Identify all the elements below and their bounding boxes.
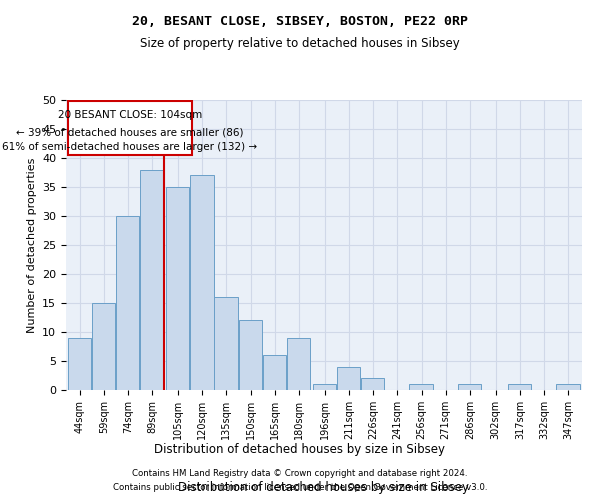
Bar (239, 320, 262, 390)
Bar (556, 384, 580, 390)
Bar (92, 303, 115, 390)
Text: Distribution of detached houses by size in Sibsey: Distribution of detached houses by size … (155, 442, 445, 456)
Bar (409, 384, 433, 390)
Bar (287, 338, 310, 390)
Text: Contains public sector information licensed under the Open Government Licence v3: Contains public sector information licen… (113, 484, 487, 492)
Bar (166, 187, 190, 390)
Bar (313, 384, 336, 390)
Bar (361, 378, 385, 390)
Text: ← 39% of detached houses are smaller (86): ← 39% of detached houses are smaller (86… (16, 128, 244, 138)
Text: Contains HM Land Registry data © Crown copyright and database right 2024.: Contains HM Land Registry data © Crown c… (132, 468, 468, 477)
Text: 20 BESANT CLOSE: 104sqm: 20 BESANT CLOSE: 104sqm (58, 110, 202, 120)
Y-axis label: Number of detached properties: Number of detached properties (26, 158, 37, 332)
Bar (508, 384, 531, 390)
Bar (116, 216, 139, 390)
FancyBboxPatch shape (68, 101, 192, 155)
Text: 61% of semi-detached houses are larger (132) →: 61% of semi-detached houses are larger (… (2, 142, 257, 152)
Bar (458, 384, 481, 390)
Bar (140, 170, 164, 390)
X-axis label: Distribution of detached houses by size in Sibsey: Distribution of detached houses by size … (179, 481, 470, 494)
Bar (214, 297, 238, 390)
Bar (190, 176, 214, 390)
Bar (337, 367, 360, 390)
Text: 20, BESANT CLOSE, SIBSEY, BOSTON, PE22 0RP: 20, BESANT CLOSE, SIBSEY, BOSTON, PE22 0… (132, 15, 468, 28)
Bar (68, 338, 91, 390)
Bar (263, 355, 286, 390)
Text: Size of property relative to detached houses in Sibsey: Size of property relative to detached ho… (140, 38, 460, 51)
